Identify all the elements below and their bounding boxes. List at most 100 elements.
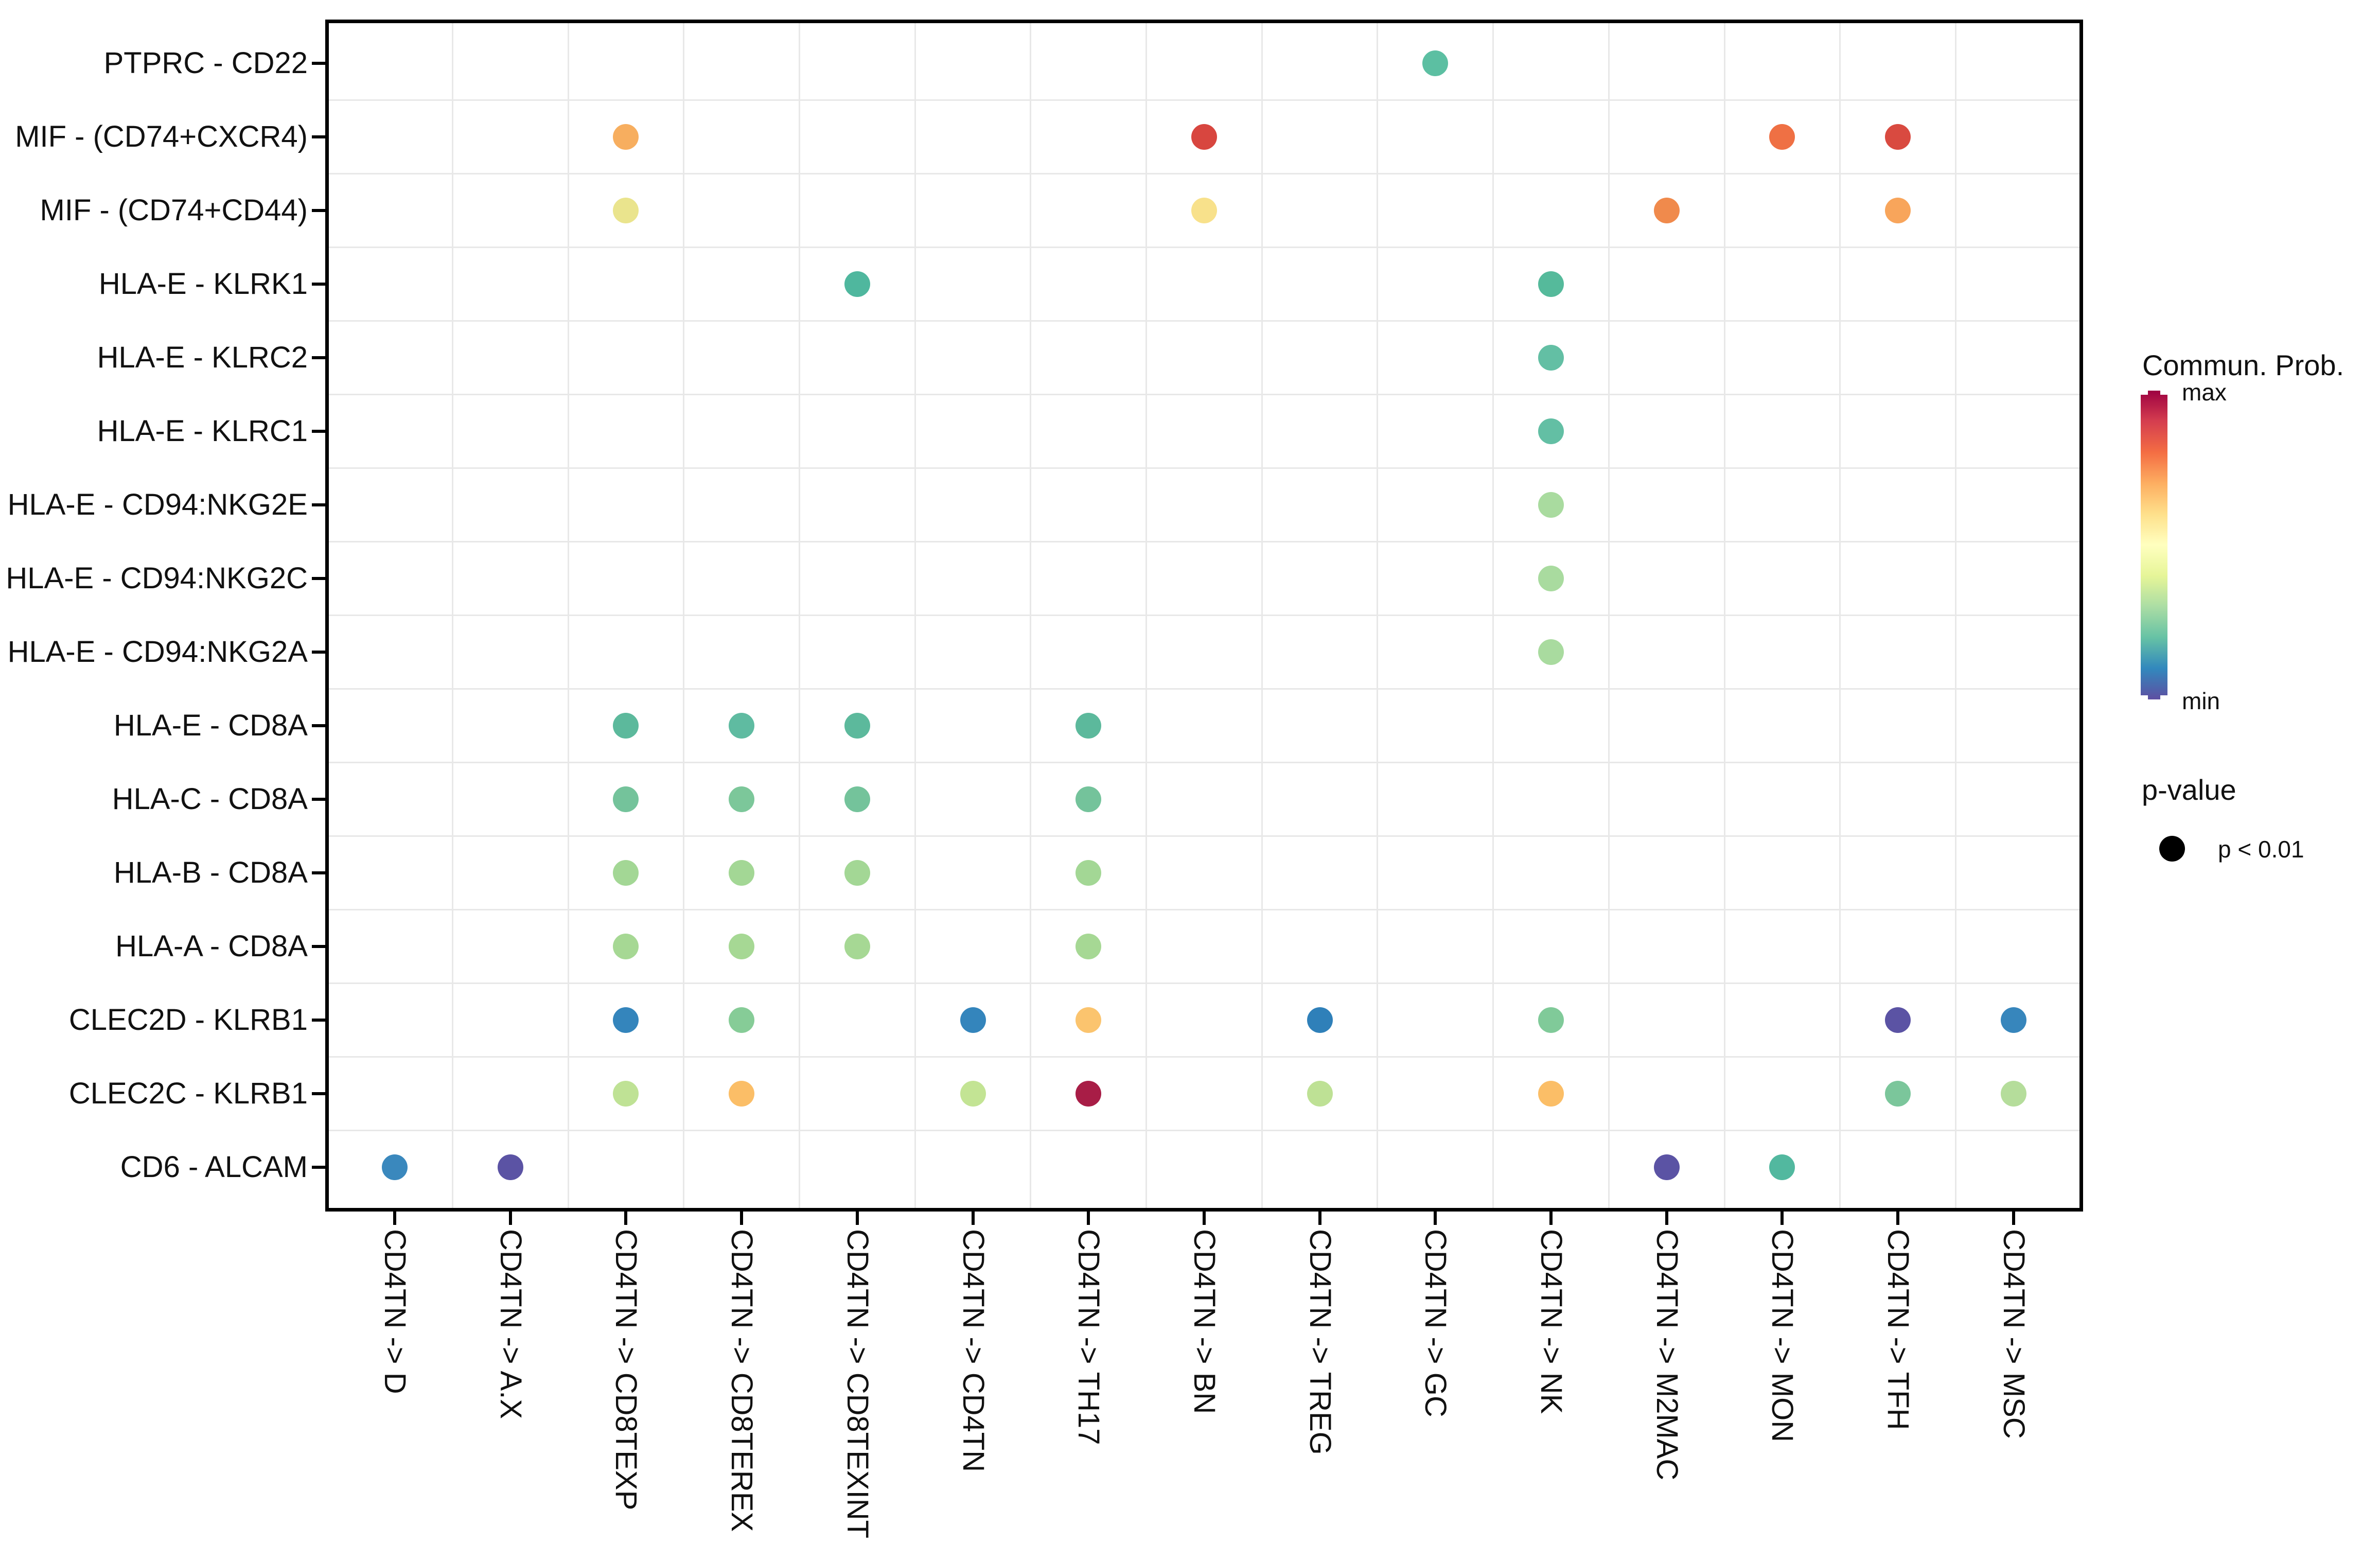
x-tick-label-text: CD4TN -> TFH: [1881, 1229, 1915, 1430]
x-tick-label-text: CD4TN -> NK: [1535, 1229, 1568, 1414]
y-axis-tick: [312, 724, 325, 727]
y-tick-label: HLA-B - CD8A: [113, 856, 308, 889]
grid-line-horizontal: [329, 982, 2079, 984]
colorbar-min-tick: [2141, 695, 2148, 699]
x-tick-label-text: CD4TN -> BN: [1187, 1229, 1221, 1414]
y-axis-tick: [312, 430, 325, 433]
colorbar-legend-title: Commun. Prob.: [2142, 349, 2344, 381]
data-dot: [1191, 124, 1217, 150]
grid-line-horizontal: [329, 394, 2079, 395]
x-axis-tick: [1434, 1212, 1437, 1225]
colorbar-max-tick: [2141, 391, 2148, 395]
y-tick-label: HLA-E - CD8A: [113, 709, 308, 742]
x-tick-label-text: CD4TN -> TH17: [1072, 1229, 1106, 1445]
data-dot: [382, 1154, 408, 1180]
y-tick-label: PTPRC - CD22: [103, 46, 308, 80]
data-dot: [1538, 345, 1564, 371]
y-axis-tick: [312, 283, 325, 286]
pvalue-legend-title: p-value: [2142, 774, 2236, 806]
y-axis-tick: [312, 798, 325, 801]
data-dot: [1538, 271, 1564, 297]
x-axis-tick: [1087, 1212, 1090, 1225]
y-axis-tick: [312, 871, 325, 874]
data-dot: [613, 1081, 639, 1107]
x-axis-tick: [855, 1212, 859, 1225]
data-dot: [960, 1081, 986, 1107]
y-axis-tick: [312, 503, 325, 506]
data-dot: [1653, 198, 1680, 223]
data-dot: [1885, 1007, 1911, 1033]
data-dot: [1191, 198, 1217, 223]
data-dot: [1538, 1007, 1564, 1033]
data-dot: [613, 786, 639, 812]
y-tick-label: HLA-A - CD8A: [115, 929, 308, 963]
data-dot: [729, 1007, 755, 1033]
data-dot: [613, 934, 639, 959]
data-dot: [1885, 1081, 1911, 1107]
x-tick-label-text: CD4TN -> MON: [1766, 1229, 1800, 1443]
x-tick-label-text: CD4TN -> TREG: [1303, 1229, 1337, 1455]
grid-line-horizontal: [329, 99, 2079, 101]
grid-line-horizontal: [329, 615, 2079, 616]
data-dot: [1076, 1081, 1102, 1107]
data-dot: [1307, 1007, 1333, 1033]
data-dot: [1653, 1154, 1680, 1180]
data-dot: [1307, 1081, 1333, 1107]
colorbar-gradient: [2141, 391, 2167, 699]
grid-line-horizontal: [329, 467, 2079, 469]
data-dot: [1076, 1007, 1102, 1033]
data-dot: [2000, 1081, 2026, 1107]
data-dot: [729, 1081, 755, 1107]
y-tick-label: CLEC2D - KLRB1: [68, 1003, 308, 1037]
data-dot: [844, 786, 870, 812]
data-dot: [729, 786, 755, 812]
y-axis-tick: [312, 1019, 325, 1022]
grid-line-horizontal: [329, 688, 2079, 690]
x-axis-tick: [2012, 1212, 2015, 1225]
data-dot: [1538, 1081, 1564, 1107]
y-axis-tick: [312, 1166, 325, 1169]
y-tick-label: CLEC2C - KLRB1: [68, 1077, 308, 1110]
y-axis-tick: [312, 209, 325, 212]
y-tick-label: HLA-E - CD94:NKG2C: [6, 562, 308, 595]
data-dot: [1076, 713, 1102, 739]
x-axis-tick: [1318, 1212, 1321, 1225]
data-dot: [960, 1007, 986, 1033]
data-dot: [844, 860, 870, 886]
y-tick-label: MIF - (CD74+CXCR4): [15, 120, 308, 153]
x-axis-tick: [740, 1212, 744, 1225]
data-dot: [1885, 124, 1911, 150]
x-tick-label-text: CD4TN -> GC: [1419, 1229, 1453, 1417]
data-dot: [1769, 1154, 1795, 1180]
data-dot: [1076, 786, 1102, 812]
y-tick-label: MIF - (CD74+CD44): [40, 194, 308, 227]
x-tick-label-text: CD4TN -> CD8TEXP: [609, 1229, 643, 1511]
x-tick-label-text: CD4TN -> CD8TEREX: [725, 1229, 759, 1532]
data-dot: [1422, 50, 1449, 76]
y-tick-label: HLA-E - KLRC2: [97, 341, 308, 374]
data-dot: [729, 713, 755, 739]
y-tick-label: HLA-E - KLRC1: [97, 414, 308, 448]
y-axis-tick: [312, 651, 325, 654]
x-tick-label-text: CD4TN -> D: [378, 1229, 412, 1394]
grid-line-horizontal: [329, 762, 2079, 763]
grid-line-horizontal: [329, 909, 2079, 910]
y-tick-label: HLA-E - CD94:NKG2A: [7, 635, 308, 669]
grid-line-horizontal: [329, 1130, 2079, 1131]
data-dot: [729, 934, 755, 959]
grid-line-horizontal: [329, 173, 2079, 174]
grid-line-horizontal: [329, 247, 2079, 248]
data-dot: [1538, 639, 1564, 665]
data-dot: [844, 713, 870, 739]
x-axis-tick: [508, 1212, 512, 1225]
data-dot: [729, 860, 755, 886]
grid-line-horizontal: [329, 320, 2079, 322]
y-axis-tick: [312, 577, 325, 580]
pvalue-dot-icon: [2159, 836, 2185, 862]
data-dot: [613, 198, 639, 223]
x-axis-tick: [1780, 1212, 1784, 1225]
data-dot: [1076, 860, 1102, 886]
data-dot: [613, 860, 639, 886]
x-axis-tick: [624, 1212, 628, 1225]
colorbar-max-label: max: [2182, 379, 2227, 406]
